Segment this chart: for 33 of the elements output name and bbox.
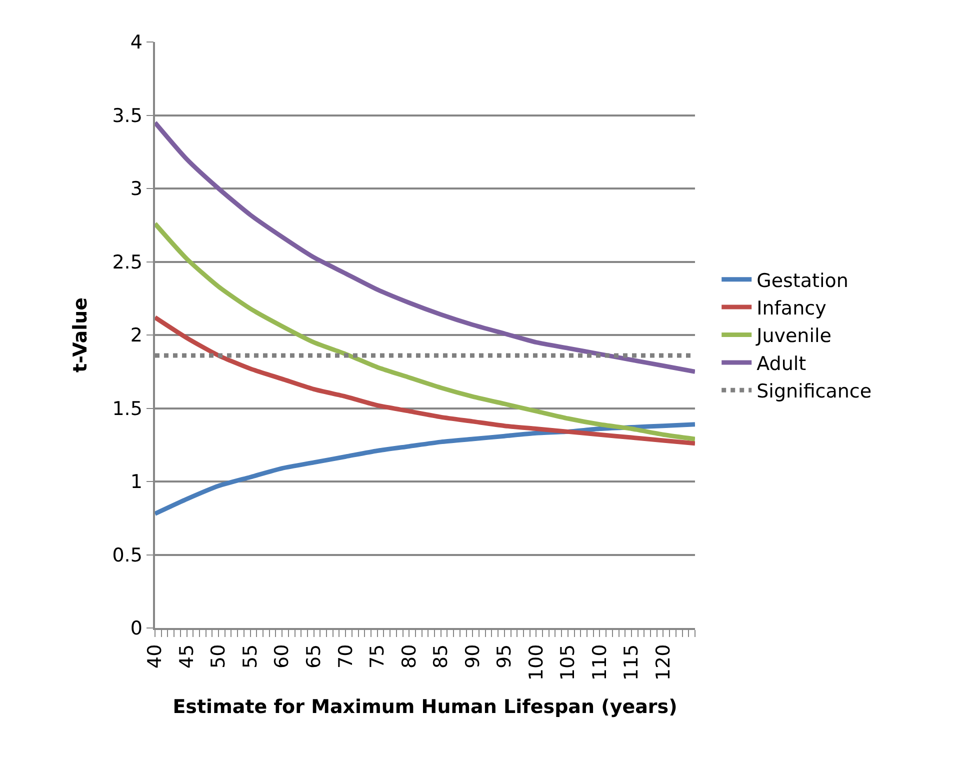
y-tick-label: 2.5 — [112, 251, 142, 274]
x-tick-label: 50 — [208, 644, 230, 669]
y-tick-label: 0 — [130, 618, 142, 640]
x-tick-label: 75 — [366, 644, 389, 669]
x-tick-label: 120 — [652, 644, 674, 681]
x-tick-label: 95 — [494, 644, 516, 669]
y-tick-label: 1.5 — [112, 398, 142, 420]
legend-label: Gestation — [756, 270, 848, 292]
y-tick-label: 3 — [130, 178, 142, 200]
x-tick-label: 45 — [176, 644, 198, 669]
legend-label: Infancy — [756, 297, 826, 320]
legend-label: Adult — [756, 352, 806, 375]
x-tick-label: 55 — [239, 644, 262, 669]
x-tick-label: 115 — [620, 644, 643, 681]
y-tick-label: 4 — [130, 32, 142, 54]
legend-label: Juvenile — [756, 325, 832, 348]
x-tick-label: 100 — [525, 644, 548, 681]
x-tick-label: 70 — [334, 644, 357, 669]
y-axis-title: t-Value — [70, 298, 92, 372]
x-tick-label: 105 — [557, 644, 580, 681]
y-tick-label: 0.5 — [112, 544, 142, 566]
x-tick-label: 80 — [398, 644, 420, 669]
x-tick-label: 40 — [144, 644, 166, 669]
x-tick-label: 65 — [302, 644, 325, 669]
y-tick-label: 2 — [130, 324, 142, 347]
x-tick-label: 60 — [271, 644, 294, 669]
y-tick-label: 3.5 — [112, 104, 142, 127]
x-tick-label: 110 — [588, 644, 611, 681]
x-axis-title: Estimate for Maximum Human Lifespan (years) — [172, 696, 678, 718]
y-tick-label: 1 — [130, 471, 142, 494]
legend-label: Significance — [756, 380, 872, 403]
x-tick-label: 90 — [462, 644, 484, 669]
x-tick-label: 85 — [430, 644, 452, 669]
